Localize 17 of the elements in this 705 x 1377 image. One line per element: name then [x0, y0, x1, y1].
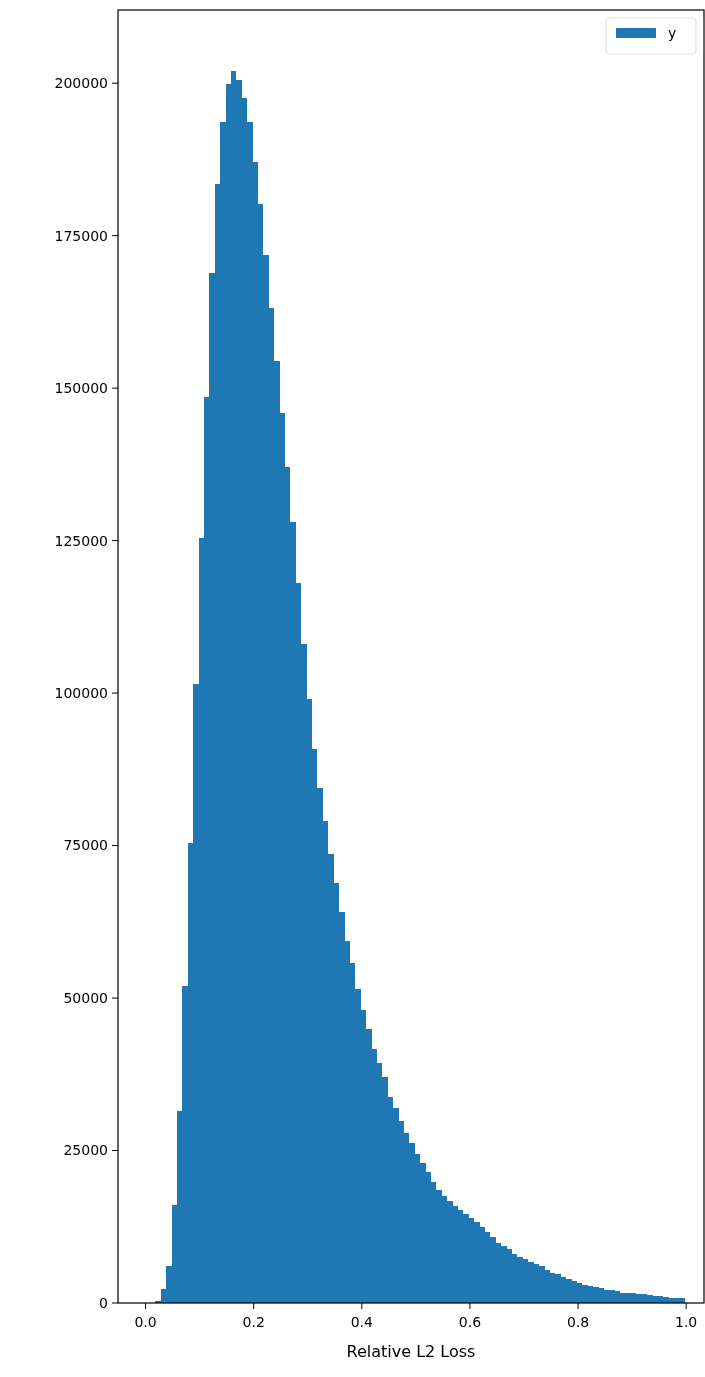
legend-label: y	[668, 24, 677, 41]
x-axis-title: Relative L2 Loss	[346, 1342, 476, 1361]
y-tick-label: 100000	[54, 684, 108, 701]
y-tick-label: 175000	[54, 227, 108, 244]
x-tick-label: 0.4	[350, 1314, 374, 1330]
y-tick-label: 50000	[63, 989, 108, 1006]
y-tick-label: 75000	[63, 837, 108, 854]
y-tick-label: 25000	[63, 1142, 108, 1159]
y-tick-label: 200000	[54, 75, 108, 92]
y-tick-label: 0	[99, 1294, 108, 1311]
x-tick-label: 0.0	[134, 1314, 157, 1330]
x-tick-label: 0.2	[242, 1314, 265, 1330]
x-tick-label: 0.6	[458, 1314, 482, 1330]
y-tick-label: 125000	[54, 532, 108, 549]
y-tick-label: 150000	[54, 380, 108, 397]
x-tick-label: 0.8	[566, 1314, 590, 1330]
x-tick-label: 1.0	[675, 1314, 698, 1330]
